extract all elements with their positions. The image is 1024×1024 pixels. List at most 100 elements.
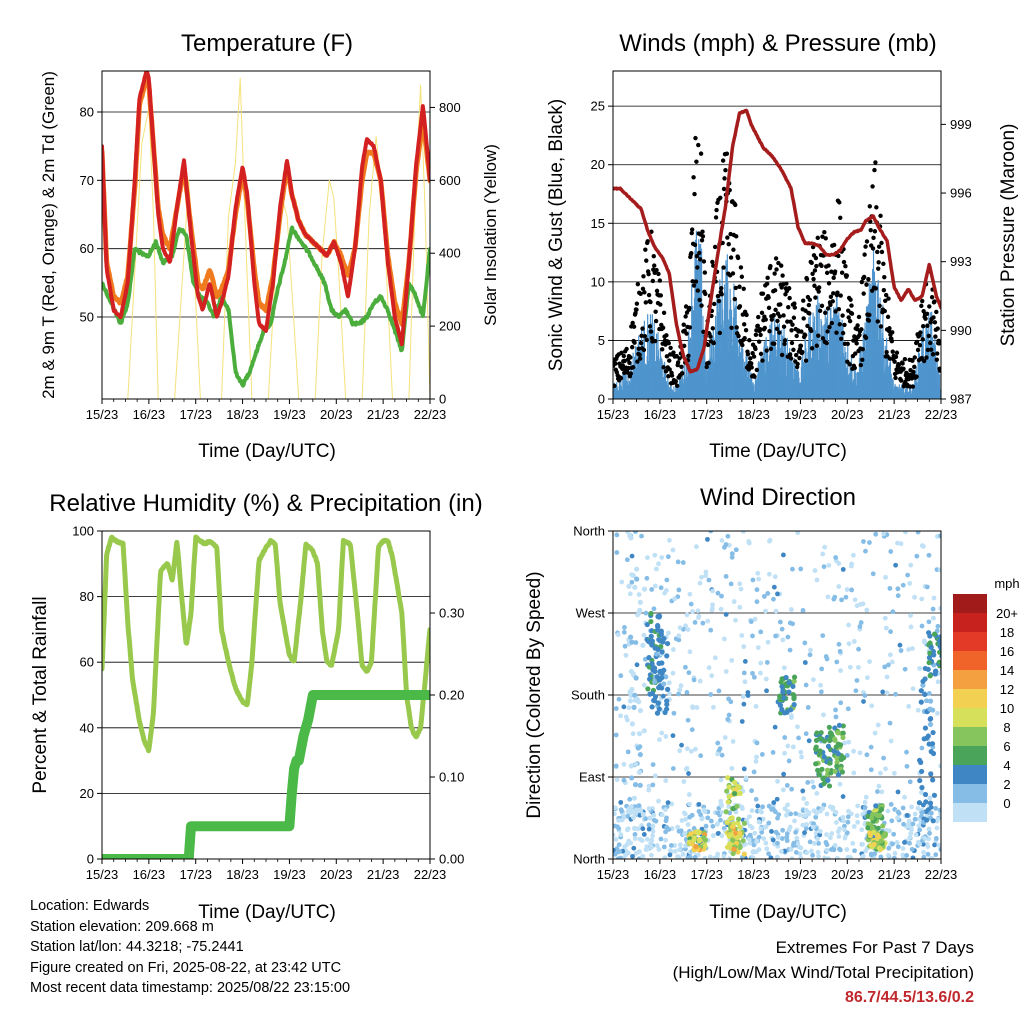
direction-point	[906, 647, 911, 652]
direction-cluster-point	[931, 631, 938, 637]
gust-point	[830, 299, 835, 304]
x-tick-label: 17/23	[179, 867, 212, 882]
gust-point	[630, 344, 635, 350]
direction-point	[780, 637, 786, 643]
direction-point	[857, 624, 863, 629]
gust-point	[624, 346, 629, 352]
gust-point	[832, 269, 838, 274]
direction-cluster-point	[825, 777, 831, 783]
direction-cluster-point	[880, 833, 887, 839]
gust-point	[825, 306, 831, 311]
direction-point	[919, 596, 925, 602]
direction-cluster-point	[820, 776, 826, 782]
direction-point	[845, 706, 851, 712]
direction-point	[710, 602, 715, 608]
direction-point	[885, 852, 891, 858]
gust-point	[800, 349, 805, 355]
gust-point	[883, 292, 889, 298]
direction-point	[833, 707, 838, 713]
gust-point	[912, 355, 917, 360]
gust-point	[829, 320, 835, 326]
direction-point	[779, 626, 785, 632]
y-right-tick-label: 999	[950, 117, 972, 132]
gust-point	[898, 378, 904, 383]
gust-point	[722, 176, 727, 181]
direction-cluster-point	[731, 846, 737, 852]
gust-point	[661, 365, 666, 370]
direction-point	[763, 840, 769, 846]
direction-cluster-point	[928, 810, 934, 816]
direction-cluster-point	[661, 681, 667, 687]
direction-point	[833, 820, 839, 825]
gust-point	[782, 338, 788, 343]
direction-point	[842, 835, 848, 841]
gust-point	[809, 346, 815, 351]
y-tick-label: 50	[80, 310, 94, 325]
direction-point	[719, 752, 725, 758]
y-right-tick-label: 0.10	[439, 770, 464, 785]
direction-point	[758, 660, 764, 666]
direction-point	[842, 740, 848, 746]
gust-point	[893, 354, 899, 360]
direction-point	[699, 816, 705, 822]
gust-point	[675, 360, 681, 365]
direction-point	[641, 632, 647, 638]
gust-point	[781, 313, 786, 318]
direction-cluster-point	[659, 675, 665, 681]
gust-point	[764, 281, 770, 286]
gust-point	[874, 205, 879, 210]
direction-point	[696, 615, 701, 620]
direction-point	[668, 848, 673, 853]
y-tick-label: 20	[80, 786, 94, 801]
y-tick-label: 25	[591, 99, 605, 114]
direction-point	[758, 808, 763, 814]
gust-point	[687, 325, 693, 330]
gust-point	[773, 256, 779, 261]
direction-cluster-point	[832, 737, 838, 743]
direction-cluster-point	[649, 642, 655, 648]
gust-point	[896, 362, 902, 368]
gust-point	[622, 370, 627, 376]
direction-point	[649, 844, 654, 850]
direction-point	[649, 587, 655, 592]
gust-point	[634, 301, 640, 306]
direction-cluster-point	[641, 586, 648, 592]
direction-cluster-point	[655, 700, 662, 706]
direction-cluster-point	[821, 781, 827, 787]
direction-point	[827, 835, 833, 841]
gust-point	[861, 291, 866, 296]
direction-cluster-point	[659, 685, 665, 691]
direction-point	[888, 801, 894, 807]
x-tick-label: 18/23	[737, 867, 770, 882]
direction-point	[718, 798, 724, 804]
gust-point	[877, 303, 882, 309]
gust-point	[835, 290, 840, 295]
direction-point	[824, 832, 829, 837]
gust-point	[887, 326, 892, 331]
direction-point	[846, 622, 852, 628]
direction-point	[821, 712, 826, 718]
direction-point	[652, 583, 658, 589]
direction-point	[746, 539, 752, 544]
direction-point	[881, 531, 887, 537]
direction-point	[664, 815, 669, 821]
direction-point	[930, 606, 936, 612]
gust-point	[630, 365, 636, 370]
y-right-tick-label: 0.30	[439, 606, 464, 621]
gust-point	[788, 356, 794, 361]
direction-point	[770, 750, 776, 755]
direction-cluster-point	[930, 729, 936, 736]
gust-point	[638, 340, 644, 346]
gust-point	[841, 259, 847, 265]
direction-point	[873, 531, 879, 537]
direction-point	[741, 644, 747, 650]
gust-point	[878, 213, 883, 219]
gust-point	[838, 215, 843, 220]
direction-point	[693, 746, 698, 752]
direction-cluster-point	[645, 638, 651, 644]
direction-point	[623, 652, 629, 658]
direction-point	[764, 846, 770, 852]
y-right-tick-label: 800	[439, 100, 461, 115]
gust-point	[901, 366, 906, 371]
